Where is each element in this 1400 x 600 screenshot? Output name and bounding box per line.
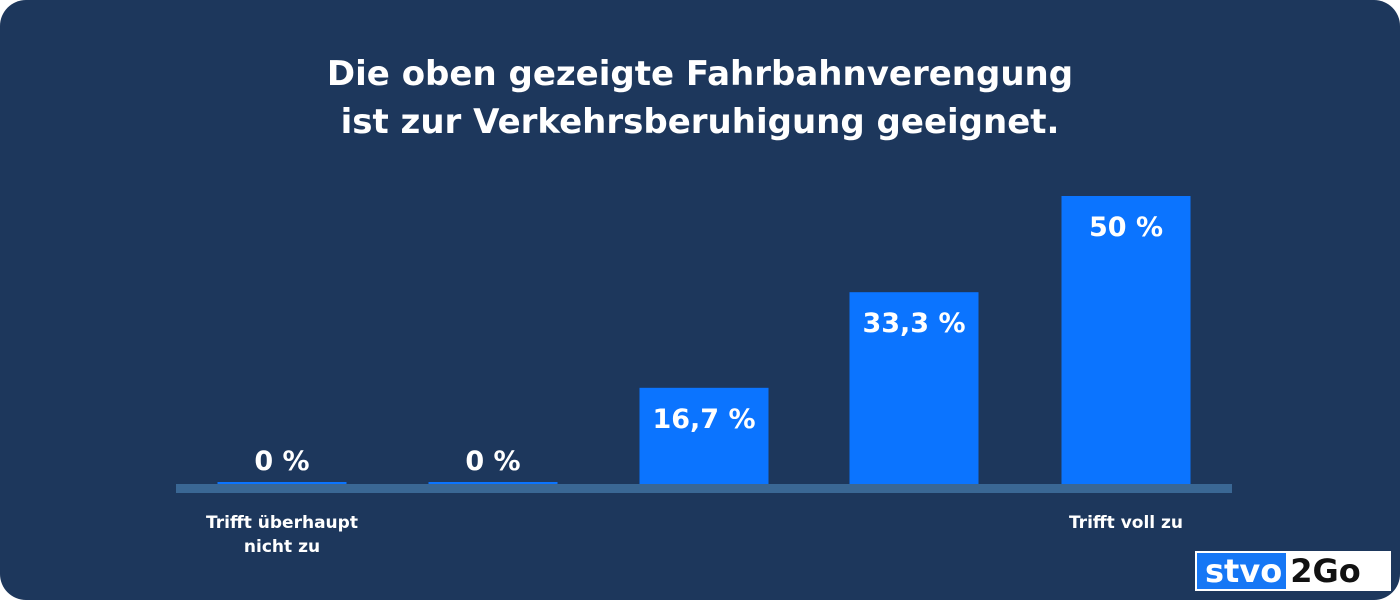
data-label-3: 16,7 % (652, 404, 755, 435)
data-label-5: 50 % (1089, 212, 1163, 243)
category-label-5: Trifft voll zu (1069, 513, 1183, 533)
category-label-1: Trifft überhaupt nicht zu (206, 513, 358, 557)
data-label-1: 0 % (254, 446, 309, 477)
chart-title-line-2: ist zur Verkehrsberuhigung geeignet. (340, 102, 1060, 142)
bar-2 (428, 482, 558, 484)
data-label-2: 0 % (465, 446, 520, 477)
stvo2go-logo: stvo 2Go (1195, 551, 1391, 591)
data-label-4: 33,3 % (862, 308, 965, 339)
bar-5 (1061, 196, 1191, 484)
logo-part-stvo: stvo (1197, 553, 1287, 589)
logo-part-2go: 2Go (1286, 553, 1389, 589)
chart-title: Die oben gezeigte Fahrbahnverengung ist … (200, 50, 1200, 146)
bar-3 (639, 387, 769, 484)
bar-4 (849, 292, 979, 484)
x-axis-baseline (176, 484, 1232, 493)
bar-1 (217, 482, 347, 484)
chart-title-line-1: Die oben gezeigte Fahrbahnverengung (326, 54, 1074, 94)
